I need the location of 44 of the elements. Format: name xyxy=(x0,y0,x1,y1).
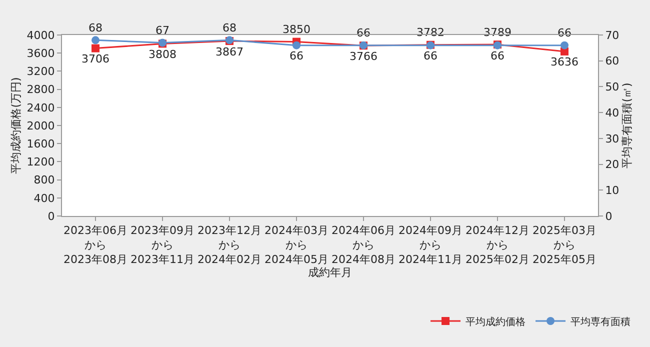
data-label: 66 xyxy=(424,50,438,63)
y-tick-label: 3600 xyxy=(26,46,55,60)
y-tick-label: 2400 xyxy=(26,101,55,114)
y2-tick-label: 20 xyxy=(605,158,620,172)
y2-tick-label: 10 xyxy=(605,184,620,197)
x-tick-label: 2024年12月から2025年02月 xyxy=(466,224,530,266)
x-tick-label: 2025年03月から2025年05月 xyxy=(532,224,596,266)
y2-tick-label: 60 xyxy=(605,54,620,68)
x-tick-label: 2023年09月から2023年11月 xyxy=(130,224,194,266)
data-label: 3850 xyxy=(282,23,310,36)
y2-tick-label: 50 xyxy=(605,80,620,94)
y-tick-label: 4000 xyxy=(26,28,55,42)
y2-axis-title: 平均専有面積(㎡) xyxy=(620,82,634,168)
x-tick-label: 2024年09月から2024年11月 xyxy=(398,224,462,266)
data-label: 67 xyxy=(156,24,170,38)
data-label: 66 xyxy=(490,50,504,63)
y-tick-label: 1200 xyxy=(26,156,55,169)
legend-label: 平均専有面積 xyxy=(570,316,631,328)
y-tick-label: 800 xyxy=(34,174,55,187)
data-label: 3766 xyxy=(350,50,378,63)
y-tick-label: 3200 xyxy=(26,65,55,78)
y2-tick-label: 70 xyxy=(605,28,620,42)
data-label: 3867 xyxy=(216,45,244,58)
y-tick-label: 2000 xyxy=(26,119,55,132)
y2-tick-label: 30 xyxy=(605,132,620,146)
y-tick-label: 0 xyxy=(48,210,55,223)
y-tick-label: 1600 xyxy=(26,137,55,150)
data-label: 3706 xyxy=(82,52,110,66)
data-label: 68 xyxy=(88,21,102,34)
x-tick-label: 2024年06月から2024年08月 xyxy=(332,224,396,266)
data-label: 3636 xyxy=(550,56,578,69)
y2-tick-label: 40 xyxy=(605,106,620,120)
y-tick-label: 400 xyxy=(34,192,55,205)
data-label: 68 xyxy=(222,21,236,34)
x-tick-label: 2024年03月から2024年05月 xyxy=(264,224,328,266)
y2-tick-label: 0 xyxy=(605,210,612,223)
x-tick-label: 2023年06月から2023年08月 xyxy=(64,224,128,266)
x-tick-label: 2023年12月から2024年02月 xyxy=(198,224,262,266)
y-axis-title: 平均成約価格(万円) xyxy=(9,77,22,174)
data-label: 3808 xyxy=(148,48,176,61)
x-axis-title: 成約年月 xyxy=(308,266,352,279)
y-tick-label: 2800 xyxy=(26,83,55,96)
data-label: 66 xyxy=(290,50,304,63)
legend-label: 平均成約価格 xyxy=(466,316,526,328)
